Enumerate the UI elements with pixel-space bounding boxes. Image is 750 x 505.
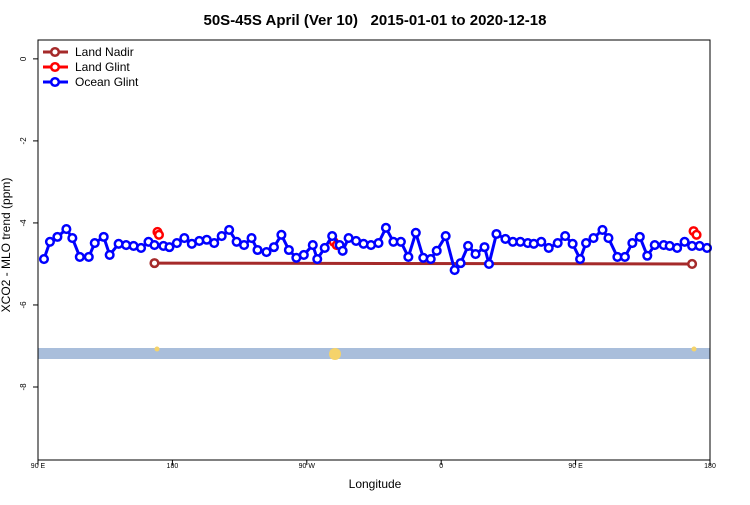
x-tick-label: 0	[439, 463, 443, 470]
point	[575, 253, 586, 265]
legend-marker	[49, 76, 61, 88]
point	[61, 224, 72, 235]
point	[83, 251, 94, 263]
point	[672, 242, 683, 253]
point	[307, 240, 318, 251]
point	[449, 265, 460, 276]
point	[463, 240, 474, 251]
point	[268, 242, 279, 253]
point	[261, 247, 272, 258]
point	[701, 242, 713, 253]
point	[395, 236, 406, 247]
point	[239, 240, 250, 251]
point	[67, 233, 78, 244]
point	[327, 231, 338, 242]
point	[425, 253, 436, 265]
point	[634, 231, 645, 242]
point	[619, 251, 630, 263]
legend-marker	[49, 61, 61, 73]
point	[560, 231, 571, 242]
point	[74, 251, 85, 263]
legend-label: Ocean Glint	[75, 75, 139, 89]
point	[224, 224, 235, 235]
point	[679, 236, 690, 247]
point	[164, 242, 175, 253]
point	[149, 240, 160, 251]
point	[536, 236, 547, 247]
y-tick-label: 0	[19, 56, 28, 61]
point	[440, 231, 451, 242]
point	[642, 250, 653, 261]
land-spot	[691, 346, 697, 352]
point	[38, 253, 50, 265]
point	[283, 244, 294, 256]
point	[171, 237, 182, 249]
point	[135, 242, 147, 253]
point	[380, 222, 391, 233]
legend-label: Land Nadir	[75, 45, 134, 59]
point	[98, 231, 109, 242]
x-axis-label: Longitude	[349, 477, 402, 491]
point	[216, 231, 227, 242]
plot-frame	[37, 39, 711, 461]
point	[581, 237, 592, 249]
x-tick-label: 90 W	[299, 463, 316, 470]
point	[373, 237, 384, 249]
point	[588, 233, 599, 244]
point	[246, 233, 257, 244]
point	[410, 227, 421, 238]
point	[89, 237, 100, 249]
point	[153, 229, 165, 240]
point	[298, 249, 309, 260]
point	[687, 258, 698, 269]
x-tick-label: 180	[167, 463, 179, 470]
point	[691, 229, 702, 240]
point	[491, 228, 502, 240]
y-axis-label: XCO2 - MLO trend (ppm)	[0, 178, 13, 313]
land-spot	[154, 346, 160, 352]
point	[403, 251, 414, 263]
point	[44, 236, 55, 247]
land-strip	[38, 348, 710, 359]
point	[483, 258, 495, 269]
point	[319, 242, 330, 253]
series-line	[154, 261, 693, 266]
x-tick-label: 180	[704, 463, 716, 470]
point	[597, 224, 608, 235]
point	[431, 245, 442, 256]
legend-marker	[49, 46, 61, 58]
legend-label: Land Glint	[75, 60, 130, 74]
point	[455, 258, 466, 269]
chart-title: 50S-45S April (Ver 10) 2015-01-01 to 202…	[204, 12, 547, 29]
x-tick-label: 90 E	[568, 463, 583, 470]
point	[603, 233, 614, 244]
point	[209, 237, 220, 249]
point	[252, 244, 263, 256]
point	[627, 237, 638, 249]
point	[552, 237, 563, 249]
point	[179, 233, 190, 244]
point	[52, 231, 63, 242]
y-tick-label: -6	[19, 301, 28, 309]
point	[149, 258, 160, 269]
point	[470, 249, 481, 260]
plot-area: 90 E 180 90 W 0 90 E 180 0 -2 -4 -6 -8	[19, 56, 716, 470]
point	[567, 238, 578, 249]
y-tick-label: -2	[19, 137, 28, 145]
point	[649, 240, 660, 251]
point	[543, 242, 554, 253]
point	[312, 253, 323, 265]
point	[104, 249, 115, 260]
y-tick-label: -8	[19, 383, 28, 391]
x-tick-label: 90 E	[31, 463, 46, 470]
point	[276, 229, 287, 240]
point	[337, 245, 348, 256]
point	[479, 242, 490, 253]
y-tick-label: -4	[19, 219, 28, 227]
land-spot	[329, 348, 341, 360]
